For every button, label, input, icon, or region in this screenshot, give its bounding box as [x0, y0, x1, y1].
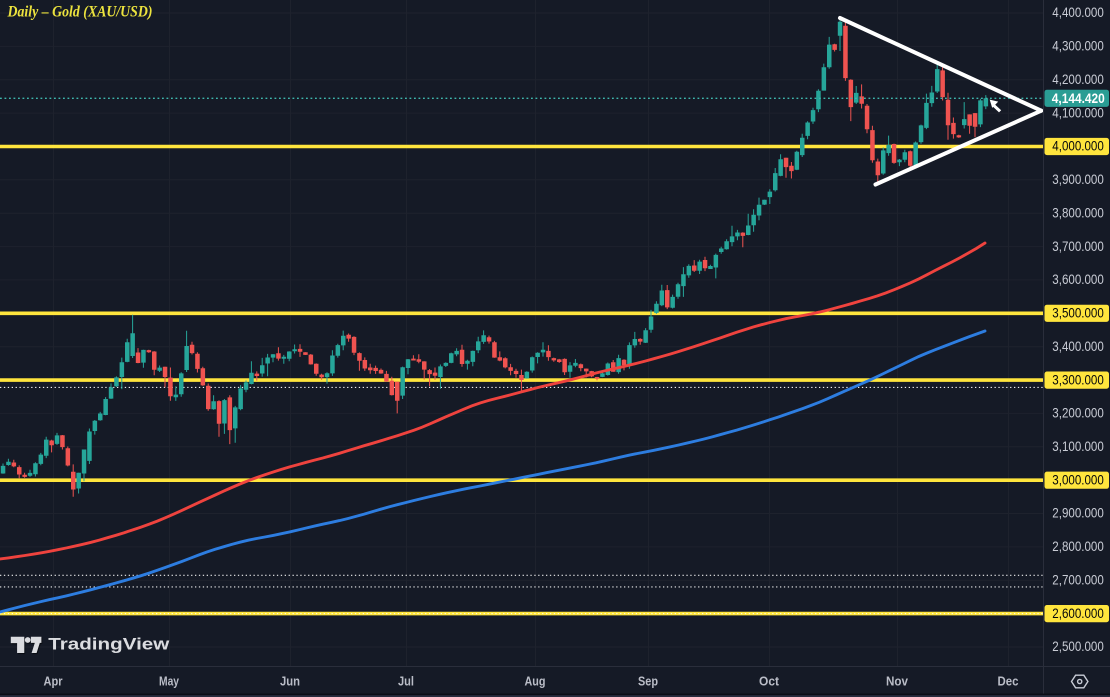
svg-text:Oct: Oct	[759, 675, 780, 689]
svg-text:Dec: Dec	[998, 675, 1019, 689]
svg-text:2,700.000: 2,700.000	[1052, 573, 1104, 588]
svg-text:2,500.000: 2,500.000	[1052, 639, 1104, 654]
svg-text:Jun: Jun	[280, 675, 300, 689]
svg-text:3,600.000: 3,600.000	[1052, 272, 1104, 287]
svg-text:4,144.420: 4,144.420	[1052, 91, 1105, 106]
svg-text:2,800.000: 2,800.000	[1052, 539, 1104, 554]
svg-text:May: May	[159, 675, 179, 689]
svg-text:3,300.000: 3,300.000	[1052, 372, 1104, 387]
svg-text:Nov: Nov	[886, 675, 908, 689]
svg-text:Aug: Aug	[525, 675, 546, 689]
svg-text:3,800.000: 3,800.000	[1052, 205, 1104, 220]
svg-text:4,400.000: 4,400.000	[1052, 5, 1104, 20]
svg-text:Sep: Sep	[638, 675, 658, 689]
svg-text:4,200.000: 4,200.000	[1052, 72, 1104, 87]
svg-text:Daily – Gold (XAU/USD): Daily – Gold (XAU/USD)	[7, 3, 153, 20]
svg-text:2,600.000: 2,600.000	[1052, 606, 1104, 621]
svg-text:TradingView: TradingView	[48, 635, 170, 654]
svg-text:4,300.000: 4,300.000	[1052, 39, 1104, 54]
svg-text:3,700.000: 3,700.000	[1052, 239, 1104, 254]
svg-text:3,100.000: 3,100.000	[1052, 439, 1104, 454]
svg-text:Apr: Apr	[44, 675, 63, 689]
svg-text:4,000.000: 4,000.000	[1052, 139, 1104, 154]
svg-text:3,200.000: 3,200.000	[1052, 406, 1104, 421]
svg-text:Jul: Jul	[398, 675, 414, 689]
svg-text:3,000.000: 3,000.000	[1052, 472, 1104, 487]
svg-text:3,900.000: 3,900.000	[1052, 172, 1104, 187]
svg-text:2,900.000: 2,900.000	[1052, 506, 1104, 521]
svg-text:3,500.000: 3,500.000	[1052, 306, 1104, 321]
svg-text:3,400.000: 3,400.000	[1052, 339, 1104, 354]
svg-text:4,100.000: 4,100.000	[1052, 105, 1104, 120]
